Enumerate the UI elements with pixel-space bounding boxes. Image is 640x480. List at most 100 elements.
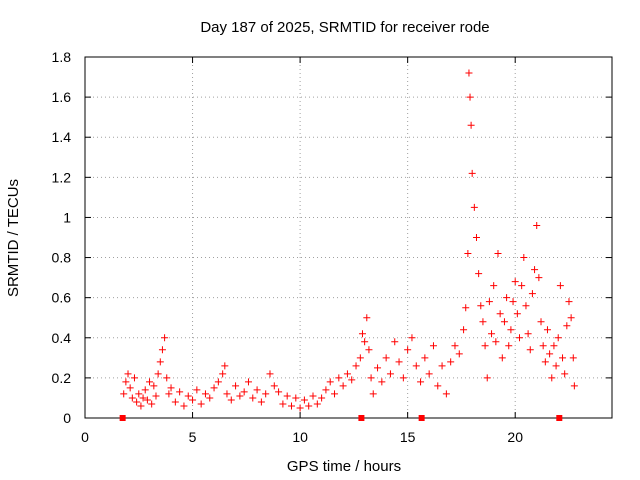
data-point [240,388,248,396]
y-tick-label: 1.6 [52,89,72,105]
data-point [335,374,343,382]
y-tick-label: 0.8 [52,250,72,266]
data-point [494,250,502,258]
y-tick-label: 0 [63,410,71,426]
data-point [358,330,366,338]
data-point [227,396,235,404]
data-point [481,342,489,350]
data-point [475,270,483,278]
data-point [483,374,491,382]
data-point [378,378,386,386]
data-point [552,362,560,370]
data-point [152,392,160,400]
data-point [374,364,382,372]
plot-frame [84,56,613,419]
data-point [206,394,214,402]
data-point [369,390,377,398]
data-point [124,370,132,378]
data-point [309,392,317,400]
data-point [331,390,339,398]
y-tick-label: 1.4 [52,129,72,145]
data-point [139,394,147,402]
data-point [146,378,154,386]
data-point [541,358,549,366]
data-point [425,370,433,378]
data-point [275,388,283,396]
data-point [352,362,360,370]
data-point [496,310,504,318]
data-point [543,326,551,334]
data-point [176,388,184,396]
data-point [219,370,227,378]
data-point [511,278,519,286]
data-point [135,390,143,398]
data-point [128,394,136,402]
data-point [509,298,517,306]
x-tick-label: 5 [189,429,197,445]
data-point [133,398,141,406]
data-point [270,382,278,390]
data-point [503,294,511,302]
data-point [363,314,371,322]
data-point [455,350,463,358]
data-point [193,386,201,394]
data-point [367,374,375,382]
data-point [513,310,521,318]
data-point [520,254,528,262]
data-point [232,382,240,390]
data-point [318,394,326,402]
data-point [120,390,128,398]
data-point [300,396,308,404]
data-point [464,250,472,258]
data-point [161,334,169,342]
data-point [412,362,420,370]
data-point [158,346,166,354]
data-point [533,221,541,229]
grid [85,57,612,418]
data-point [279,400,287,408]
data-point [137,402,145,410]
data-point [438,362,446,370]
data-point [488,330,496,338]
zero-marker [358,415,365,421]
y-tick-label: 0.6 [52,290,72,306]
data-point [287,402,295,410]
data-point [429,342,437,350]
data-point [365,346,373,354]
data-point [236,392,244,400]
data-point [522,302,530,310]
data-point [395,358,403,366]
data-point [391,338,399,346]
data-point [221,362,229,370]
data-point [130,374,138,382]
data-point [249,394,257,402]
data-point [189,396,197,404]
data-point [468,169,476,177]
y-tick-label: 1.8 [52,49,72,65]
data-point [556,282,564,290]
data-point [154,370,162,378]
data-point [559,354,567,362]
data-point [201,390,209,398]
data-point [516,334,524,342]
data-point [567,314,575,322]
data-point [434,382,442,390]
data-point [382,354,390,362]
x-axis-ticks: 0 5 10 15 20 [81,57,523,445]
data-point [399,374,407,382]
data-point [524,330,532,338]
data-point [386,370,394,378]
data-point [472,234,480,241]
data-point [451,342,459,350]
data-point [184,392,192,400]
data-point [167,384,175,392]
data-point [470,203,478,211]
data-point [305,402,313,410]
data-point [210,384,218,392]
data-point [197,400,205,408]
data-point [492,338,500,346]
zero-marker [418,415,425,421]
data-point [447,358,455,366]
data-points [119,69,578,421]
data-point [283,392,291,400]
